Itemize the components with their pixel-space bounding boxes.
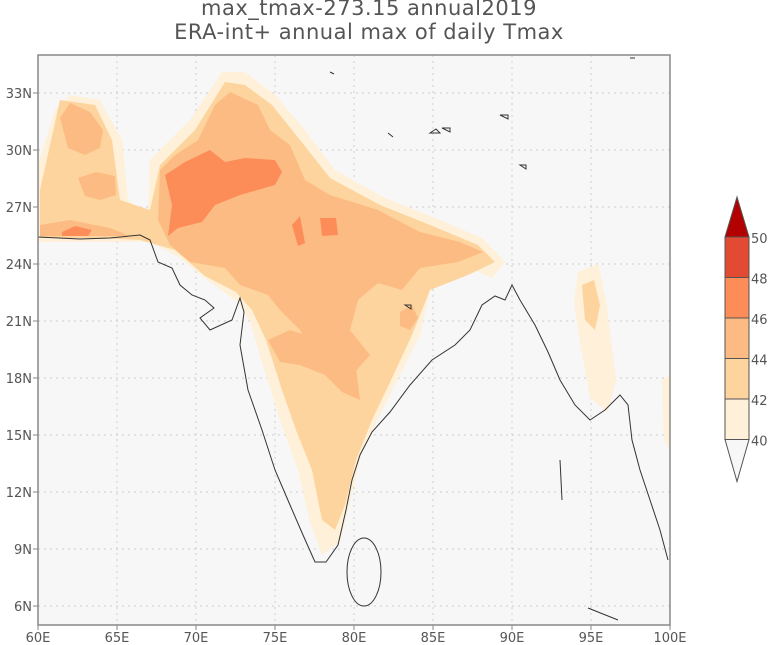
x-tick-label: 70E [184, 631, 209, 645]
contour-44-46-south [268, 330, 360, 400]
x-tick-label: 80E [342, 631, 367, 645]
y-tick-label: 12N [6, 486, 32, 501]
x-tick-label: 95E [579, 631, 604, 645]
x-tick-label: 75E [263, 631, 288, 645]
colorbar-above-50 [724, 195, 750, 238]
colorbar-below-40 [724, 439, 750, 484]
colorbar-label: 44 [751, 354, 768, 369]
colorbar-label: 46 [751, 313, 768, 328]
contour-44-46-west [60, 103, 103, 155]
y-tick-label: 9N [14, 543, 32, 558]
y-tick-label: 15N [6, 429, 32, 444]
contour-46-48 [165, 150, 282, 236]
colorbar-label: 50 [751, 232, 768, 247]
colorbar: 40 42 44 46 48 50 [724, 195, 768, 484]
contour-42-44-east [582, 280, 600, 330]
contour-46-48-b [292, 216, 305, 246]
y-tick-label: 6N [14, 600, 32, 615]
x-tick-label: 85E [421, 631, 446, 645]
colorbar-label: 40 [751, 435, 768, 450]
y-axis: 6N 9N 12N 15N 18N 21N 24N 27N 30N 33N [6, 87, 38, 615]
coastline-mainland [37, 234, 669, 563]
contour-44-46-west2 [78, 172, 116, 200]
y-tick-label: 27N [6, 201, 32, 216]
colorbar-bin-48_50 [724, 236, 750, 278]
colorbar-label: 48 [751, 273, 768, 288]
coastline-sri-lanka [346, 537, 382, 607]
y-tick-label: 33N [6, 87, 32, 102]
chart-subtitle: ERA-int+ annual max of daily Tmax [174, 20, 564, 44]
y-tick-label: 18N [6, 372, 32, 387]
x-tick-label: 90E [500, 631, 525, 645]
grid-lines [38, 55, 670, 625]
colorbar-label: 42 [751, 394, 768, 409]
y-tick-label: 21N [6, 315, 32, 330]
contour-42-44 [40, 82, 495, 530]
y-tick-label: 24N [6, 258, 32, 273]
colorbar-bin-40_42 [724, 398, 750, 440]
coastline-islands [329, 57, 635, 621]
contour-44-46-east [400, 305, 418, 330]
temperature-contours [38, 72, 670, 555]
x-tick-label: 60E [26, 631, 51, 645]
contour-40-42-east2 [662, 375, 670, 450]
x-tick-label: 65E [105, 631, 130, 645]
y-tick-label: 30N [6, 144, 32, 159]
x-tick-label: 100E [653, 631, 686, 645]
colorbar-bin-44_46 [724, 317, 750, 359]
chart-title: max_tmax-273.15 annual2019 [201, 0, 537, 20]
colorbar-bin-42_44 [724, 358, 750, 400]
x-axis: 60E 65E 70E 75E 80E 85E 90E 95E 100E [26, 625, 687, 645]
contour-46-48-c [320, 218, 338, 236]
contour-46-48-d [62, 226, 92, 236]
coastline [37, 57, 669, 621]
colorbar-bin-46_48 [724, 277, 750, 319]
